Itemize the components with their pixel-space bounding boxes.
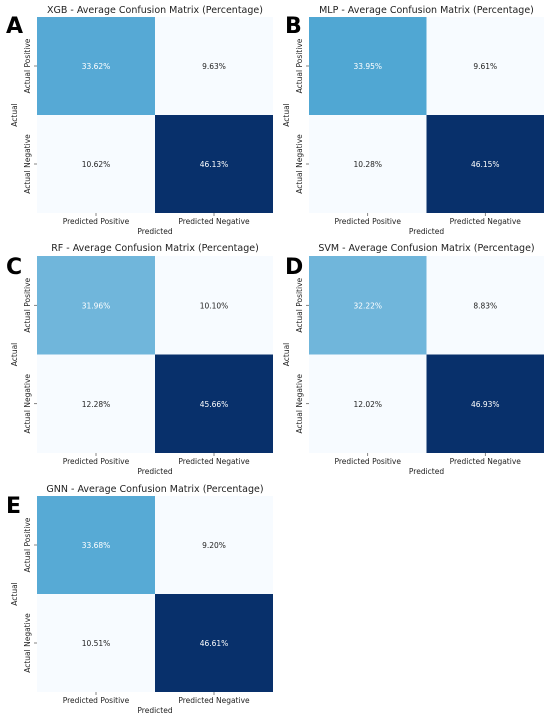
heatmap-cell <box>309 354 427 453</box>
panel-letter: B <box>285 14 302 39</box>
y-axis-label: Actual <box>282 103 291 127</box>
panel-c: C RF - Average Confusion Matrix (Percenta… <box>6 243 273 476</box>
y-tick-label: Actual Positive <box>295 277 304 332</box>
y-tick-label: Actual Negative <box>295 134 304 194</box>
heatmap-cell <box>37 115 155 213</box>
cell-label: 10.51% <box>82 639 111 648</box>
chart-title: SVM - Average Confusion Matrix (Percenta… <box>318 243 534 254</box>
x-tick-label: Predicted Negative <box>450 217 522 226</box>
x-axis-label: Predicted <box>137 467 172 476</box>
chart-title: RF - Average Confusion Matrix (Percentag… <box>51 243 259 254</box>
heatmap-cell <box>155 594 273 692</box>
panel-letter: D <box>285 255 303 280</box>
heatmap-cell <box>309 256 427 355</box>
cell-label: 32.22% <box>353 301 382 310</box>
y-axis-label: Actual <box>282 343 291 367</box>
cell-label: 46.13% <box>200 160 229 169</box>
panel-e: E GNN - Average Confusion Matrix (Percent… <box>6 484 273 715</box>
y-tick-label: Actual Positive <box>23 517 32 572</box>
cell-label: 45.66% <box>200 400 229 409</box>
cell-label: 46.93% <box>471 400 500 409</box>
panel-a: A XGB - Average Confusion Matrix (Percent… <box>6 5 273 236</box>
heatmap-cell <box>426 354 544 453</box>
cell-label: 9.63% <box>202 62 226 71</box>
y-tick-label: Actual Negative <box>23 613 32 673</box>
x-tick-label: Predicted Positive <box>63 457 130 466</box>
cell-label: 33.95% <box>353 62 382 71</box>
x-tick-label: Predicted Negative <box>178 457 250 466</box>
x-tick-label: Predicted Negative <box>178 696 250 705</box>
cell-label: 10.10% <box>200 301 229 310</box>
heatmap-cell <box>155 354 273 453</box>
heatmap-cell <box>37 354 155 453</box>
heatmap-cell <box>37 17 155 115</box>
heatmap-cell <box>426 115 544 213</box>
cell-label: 46.15% <box>471 160 500 169</box>
x-axis-label: Predicted <box>137 227 172 236</box>
y-tick-label: Actual Negative <box>23 134 32 194</box>
heatmap-cell <box>37 496 155 594</box>
y-tick-label: Actual Negative <box>23 374 32 434</box>
heatmap-cell <box>309 115 427 213</box>
heatmap-cell <box>155 17 273 115</box>
x-tick-label: Predicted Positive <box>334 217 401 226</box>
x-tick-label: Predicted Positive <box>334 457 401 466</box>
cell-label: 12.02% <box>353 400 382 409</box>
x-tick-label: Predicted Negative <box>450 457 522 466</box>
heatmap-cell <box>37 594 155 692</box>
chart-title: XGB - Average Confusion Matrix (Percenta… <box>47 5 263 16</box>
y-tick-label: Actual Positive <box>295 38 304 93</box>
heatmap-cell <box>426 17 544 115</box>
cell-label: 10.28% <box>353 160 382 169</box>
cell-label: 8.83% <box>473 301 497 310</box>
y-tick-label: Actual Positive <box>23 277 32 332</box>
chart-title: GNN - Average Confusion Matrix (Percenta… <box>46 484 263 495</box>
heatmap-cell <box>37 256 155 355</box>
cell-label: 31.96% <box>82 301 111 310</box>
y-tick-label: Actual Negative <box>295 374 304 434</box>
cell-label: 33.68% <box>82 541 111 550</box>
y-tick-label: Actual Positive <box>23 38 32 93</box>
heatmap-cell <box>155 256 273 355</box>
heatmap-cell <box>309 17 427 115</box>
cell-label: 9.61% <box>473 62 497 71</box>
heatmap-cell <box>155 115 273 213</box>
cell-label: 10.62% <box>82 160 111 169</box>
x-tick-label: Predicted Positive <box>63 696 130 705</box>
panel-letter: E <box>6 494 21 519</box>
cell-label: 33.62% <box>82 62 111 71</box>
cell-label: 9.20% <box>202 541 226 550</box>
panel-d: D SVM - Average Confusion Matrix (Percent… <box>282 243 544 476</box>
x-axis-label: Predicted <box>409 467 444 476</box>
heatmap-cell <box>155 496 273 594</box>
heatmap-cell <box>426 256 544 355</box>
chart-title: MLP - Average Confusion Matrix (Percenta… <box>319 5 534 16</box>
y-axis-label: Actual <box>10 103 19 127</box>
panel-letter: A <box>6 14 23 39</box>
y-axis-label: Actual <box>10 343 19 367</box>
y-axis-label: Actual <box>10 582 19 606</box>
cell-label: 12.28% <box>82 400 111 409</box>
x-tick-label: Predicted Positive <box>63 217 130 226</box>
x-axis-label: Predicted <box>137 706 172 715</box>
panel-b: B MLP - Average Confusion Matrix (Percent… <box>282 5 544 236</box>
panel-letter: C <box>6 255 22 280</box>
x-tick-label: Predicted Negative <box>178 217 250 226</box>
x-axis-label: Predicted <box>409 227 444 236</box>
cell-label: 46.61% <box>200 639 229 648</box>
